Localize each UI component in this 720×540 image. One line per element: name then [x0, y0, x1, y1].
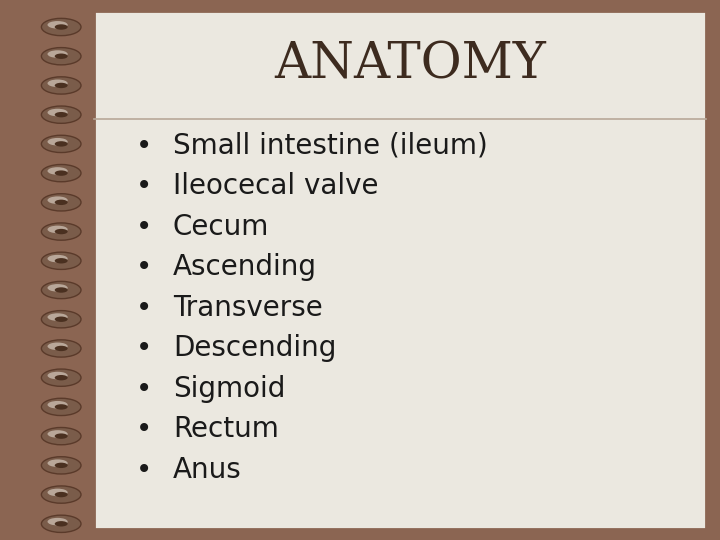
Ellipse shape — [48, 372, 68, 379]
Text: •: • — [136, 172, 152, 200]
Ellipse shape — [55, 316, 68, 322]
FancyBboxPatch shape — [94, 11, 706, 529]
Ellipse shape — [48, 430, 68, 438]
Ellipse shape — [42, 281, 81, 299]
Ellipse shape — [42, 369, 81, 386]
Ellipse shape — [42, 194, 81, 211]
Ellipse shape — [48, 138, 68, 145]
Ellipse shape — [48, 401, 68, 409]
Text: •: • — [136, 213, 152, 241]
Ellipse shape — [55, 346, 68, 351]
Ellipse shape — [48, 313, 68, 321]
Text: •: • — [136, 294, 152, 322]
Text: Sigmoid: Sigmoid — [173, 375, 285, 403]
Ellipse shape — [42, 223, 81, 240]
Ellipse shape — [48, 21, 68, 29]
Text: Anus: Anus — [173, 456, 241, 484]
Text: •: • — [136, 456, 152, 484]
Ellipse shape — [42, 399, 81, 416]
Ellipse shape — [55, 287, 68, 293]
Text: •: • — [136, 253, 152, 281]
Ellipse shape — [42, 252, 81, 269]
Text: •: • — [136, 415, 152, 443]
Ellipse shape — [55, 200, 68, 205]
Ellipse shape — [42, 165, 81, 182]
Ellipse shape — [55, 258, 68, 264]
Ellipse shape — [48, 226, 68, 233]
Ellipse shape — [48, 284, 68, 292]
Ellipse shape — [42, 457, 81, 474]
Text: Descending: Descending — [173, 334, 336, 362]
Ellipse shape — [55, 24, 68, 30]
Ellipse shape — [42, 135, 81, 152]
Ellipse shape — [55, 112, 68, 117]
Ellipse shape — [42, 340, 81, 357]
Ellipse shape — [42, 48, 81, 65]
Ellipse shape — [42, 515, 81, 532]
Ellipse shape — [42, 18, 81, 36]
Ellipse shape — [48, 197, 68, 204]
Ellipse shape — [55, 229, 68, 234]
Ellipse shape — [48, 167, 68, 175]
Ellipse shape — [48, 342, 68, 350]
Ellipse shape — [55, 492, 68, 497]
Text: Rectum: Rectum — [173, 415, 279, 443]
Ellipse shape — [55, 404, 68, 410]
Text: Ascending: Ascending — [173, 253, 317, 281]
Ellipse shape — [55, 463, 68, 468]
Ellipse shape — [55, 141, 68, 146]
Ellipse shape — [55, 171, 68, 176]
Ellipse shape — [48, 255, 68, 262]
Ellipse shape — [55, 434, 68, 439]
Ellipse shape — [55, 521, 68, 526]
Ellipse shape — [48, 518, 68, 525]
Ellipse shape — [48, 109, 68, 116]
Ellipse shape — [42, 428, 81, 445]
Ellipse shape — [48, 79, 68, 87]
Ellipse shape — [42, 106, 81, 123]
Ellipse shape — [48, 460, 68, 467]
Text: Ileocecal valve: Ileocecal valve — [173, 172, 378, 200]
Ellipse shape — [55, 375, 68, 380]
Ellipse shape — [48, 489, 68, 496]
Ellipse shape — [42, 310, 81, 328]
Text: Transverse: Transverse — [173, 294, 323, 322]
Ellipse shape — [42, 486, 81, 503]
Text: •: • — [136, 334, 152, 362]
Text: Cecum: Cecum — [173, 213, 269, 241]
Ellipse shape — [42, 77, 81, 94]
Text: Small intestine (ileum): Small intestine (ileum) — [173, 132, 487, 160]
Text: •: • — [136, 375, 152, 403]
Ellipse shape — [55, 53, 68, 59]
Ellipse shape — [48, 50, 68, 58]
Text: ANATOMY: ANATOMY — [274, 40, 546, 90]
Text: •: • — [136, 132, 152, 160]
Ellipse shape — [55, 83, 68, 88]
